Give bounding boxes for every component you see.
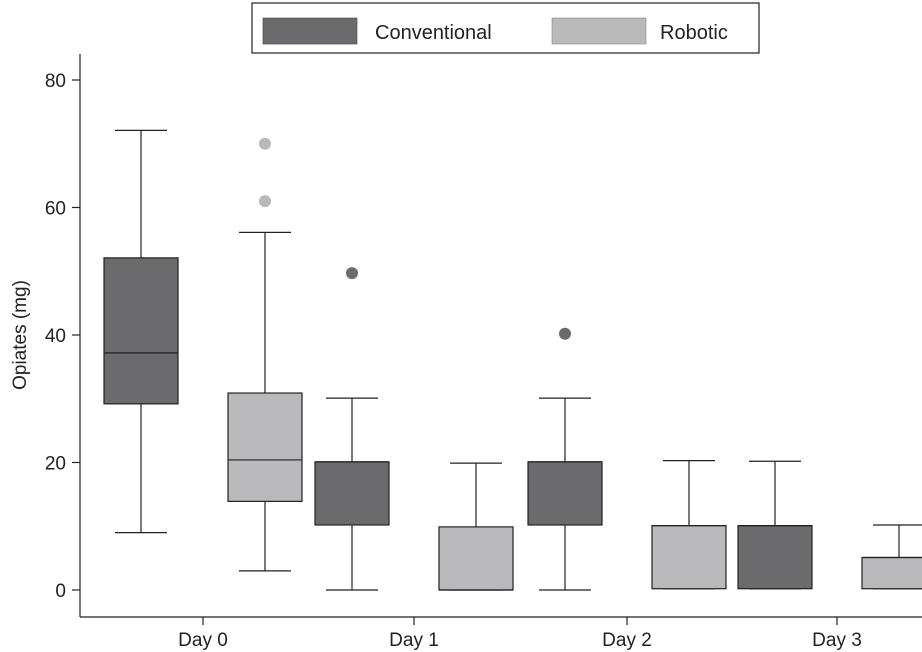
y-tick-label: 40 [45, 326, 66, 347]
iqr-box [227, 392, 303, 502]
y-ticks: 0 20 40 60 80 [45, 71, 80, 602]
iqr-box [861, 556, 922, 590]
y-tick-label: 0 [55, 581, 66, 602]
x-tick-label: Day 2 [602, 630, 652, 651]
iqr-box [314, 461, 390, 526]
iqr-box [103, 257, 179, 405]
x-tick-label: Day 3 [812, 630, 862, 651]
iqr-box [438, 526, 514, 591]
axes: Opiates (mg) [10, 54, 922, 618]
y-axis-title: Opiates (mg) [10, 280, 31, 390]
outlier-point [259, 137, 271, 150]
y-tick-label: 80 [45, 71, 66, 92]
y-tick-label: 20 [45, 454, 66, 475]
box-conventional [527, 327, 603, 591]
legend-label-conventional: Conventional [375, 22, 492, 44]
legend-swatch-robotic [551, 17, 647, 45]
iqr-box [651, 525, 727, 590]
box-conventional [737, 460, 813, 590]
box-conventional [103, 129, 179, 534]
box-robotic [227, 137, 303, 572]
x-tick-label: Day 0 [178, 630, 228, 651]
boxes [103, 129, 922, 591]
box-robotic [861, 524, 922, 590]
x-tick-label: Day 1 [389, 630, 439, 651]
legend: Conventional Robotic [251, 2, 760, 54]
x-ticks: Day 0 Day 1 Day 2 Day 3 [178, 617, 862, 651]
outlier-point [346, 267, 358, 280]
legend-swatch-conventional [262, 17, 358, 45]
outlier-point [259, 195, 271, 208]
box-robotic [438, 462, 514, 591]
outlier-point [559, 327, 571, 340]
iqr-box [737, 525, 813, 590]
legend-label-robotic: Robotic [660, 22, 728, 44]
iqr-box [527, 461, 603, 526]
box-robotic [651, 459, 727, 590]
box-conventional [314, 267, 390, 591]
y-tick-label: 60 [45, 199, 66, 220]
